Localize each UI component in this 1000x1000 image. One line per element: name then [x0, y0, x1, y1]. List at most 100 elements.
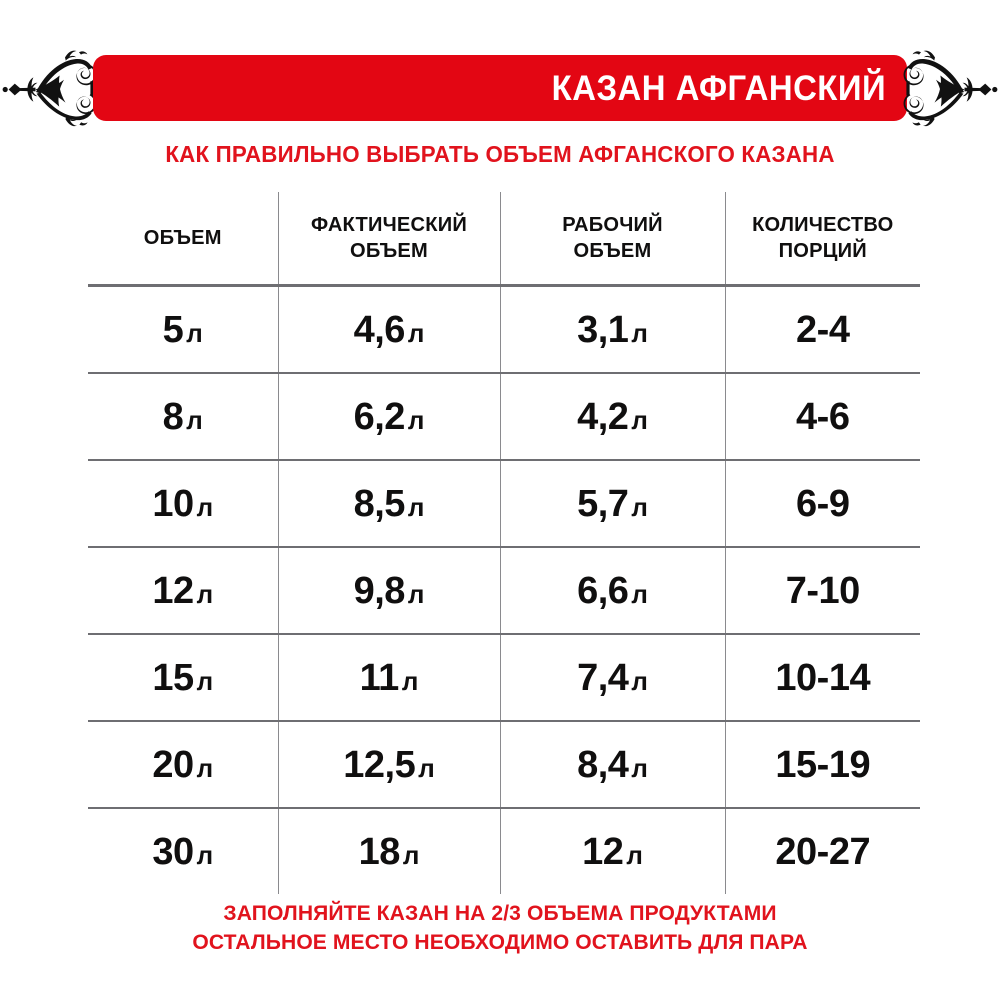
cell-actual: 8,5 л	[278, 460, 501, 548]
cell-working: 6,6 л	[500, 547, 726, 635]
cell-actual-value: 11	[359, 656, 400, 699]
table-header-row: ОБЪЕМ ФАКТИЧЕСКИЙ ОБЪЕМ РАБОЧИЙ ОБЪЕМ КО…	[88, 192, 920, 287]
column-header-line1: КОЛИЧЕСТВО	[752, 213, 894, 237]
cell-actual: 11 л	[278, 634, 501, 722]
cell-working-value-wrap: 12 л	[582, 833, 643, 871]
subtitle: КАК ПРАВИЛЬНО ВЫБРАТЬ ОБЪЕМ АФГАНСКОГО К…	[165, 141, 835, 167]
table-row: 5 л 4,6 л 3,1 л 2-4	[88, 285, 920, 374]
cell-portions: 7-10	[725, 547, 920, 635]
footer-line-2: ОСТАЛЬНОЕ МЕСТО НЕОБХОДИМО ОСТАВИТЬ ДЛЯ …	[192, 930, 808, 955]
unit-label: л	[196, 578, 214, 609]
cell-actual-value-wrap: 4,6 л	[354, 311, 425, 349]
cell-volume-value-wrap: 12 л	[152, 572, 213, 610]
unit-label: л	[407, 491, 425, 522]
cell-working-value: 6,6	[577, 569, 629, 612]
cell-working-value: 5,7	[577, 482, 629, 525]
cell-working: 8,4 л	[500, 721, 726, 809]
cell-working-value-wrap: 5,7 л	[577, 485, 648, 523]
unit-label: л	[631, 404, 648, 435]
cell-volume-value-wrap: 30 л	[152, 833, 213, 871]
cell-portions-value: 7-10	[785, 569, 861, 612]
cell-portions-value: 4-6	[796, 395, 850, 438]
column-header-line2: ОБЪЕМ	[350, 239, 428, 262]
table-row: 15 л 11 л 7,4 л 10-14	[88, 634, 920, 722]
cell-volume-value: 8	[162, 395, 184, 438]
footer-note: ЗАПОЛНЯЙТЕ КАЗАН НА 2/3 ОБЪЕМА ПРОДУКТАМ…	[10, 899, 990, 958]
unit-label: л	[196, 839, 214, 870]
cell-portions-value-wrap: 7-10	[785, 569, 861, 612]
cell-volume-value: 30	[152, 830, 194, 873]
unit-label: л	[418, 752, 435, 783]
cell-actual-value: 9,8	[353, 569, 406, 612]
unit-label: л	[196, 752, 214, 783]
banner-bar: КАЗАН АФГАНСКИЙ	[93, 55, 907, 121]
cell-working-value-wrap: 6,6 л	[577, 572, 648, 610]
unit-label: л	[631, 491, 648, 522]
cell-actual-value-wrap: 6,2 л	[354, 398, 425, 436]
footer-line-1: ЗАПОЛНЯЙТЕ КАЗАН НА 2/3 ОБЪЕМА ПРОДУКТАМ…	[223, 901, 777, 925]
cell-volume: 20 л	[88, 721, 279, 809]
table-row: 30 л 18 л 12 л 20-27	[88, 808, 920, 894]
cell-portions-value-wrap: 20-27	[775, 833, 870, 871]
cell-portions-value: 2-4	[796, 308, 850, 351]
cell-actual-value: 4,6	[353, 308, 406, 351]
unit-label: л	[407, 578, 425, 609]
cell-working-value: 4,2	[577, 395, 629, 438]
column-header-line1: ФАКТИЧЕСКИЙ	[311, 213, 467, 237]
cell-working-value-wrap: 7,4 л	[577, 659, 648, 697]
unit-label: л	[631, 665, 648, 696]
cell-working: 12 л	[500, 808, 726, 894]
cell-volume: 12 л	[88, 547, 279, 635]
column-header-working-volume: РАБОЧИЙ ОБЪЕМ	[502, 192, 724, 287]
cell-actual-value: 8,5	[353, 482, 406, 525]
volume-table: ОБЪЕМ ФАКТИЧЕСКИЙ ОБЪЕМ РАБОЧИЙ ОБЪЕМ КО…	[88, 192, 920, 894]
page-title: КАЗАН АФГАНСКИЙ	[551, 68, 887, 108]
cell-portions-value: 10-14	[775, 656, 871, 699]
unit-label: л	[401, 665, 419, 696]
unit-label: л	[631, 752, 648, 783]
cell-portions-value: 6-9	[796, 482, 850, 525]
cell-actual-value-wrap: 11 л	[360, 659, 419, 697]
cell-actual-value-wrap: 18 л	[359, 833, 420, 871]
cell-actual-value-wrap: 9,8 л	[354, 572, 425, 610]
cell-volume-value-wrap: 10 л	[152, 485, 213, 523]
cell-portions-value-wrap: 4-6	[796, 395, 850, 438]
cell-actual: 4,6 л	[278, 285, 501, 374]
cell-actual-value-wrap: 8,5 л	[354, 485, 425, 523]
unit-label: л	[631, 578, 648, 609]
cell-portions: 2-4	[725, 285, 920, 374]
cell-portions: 10-14	[725, 634, 920, 722]
header-banner: КАЗАН АФГАНСКИЙ	[0, 48, 1000, 130]
cell-actual-value-wrap: 12,5 л	[343, 746, 435, 784]
cell-actual-value: 6,2	[353, 395, 406, 438]
cell-volume-value-wrap: 20 л	[152, 746, 213, 784]
cell-actual: 12,5 л	[278, 721, 501, 809]
cell-portions: 15-19	[725, 721, 920, 809]
cell-volume-value: 10	[152, 482, 194, 525]
cell-portions: 4-6	[725, 373, 920, 461]
cell-volume: 10 л	[88, 460, 279, 548]
table-header: ОБЪЕМ ФАКТИЧЕСКИЙ ОБЪЕМ РАБОЧИЙ ОБЪЕМ КО…	[88, 192, 920, 287]
cell-working-value: 7,4	[577, 656, 629, 699]
unit-label: л	[626, 839, 643, 870]
cell-working-value-wrap: 3,1 л	[577, 311, 648, 349]
cell-actual: 18 л	[278, 808, 501, 894]
cell-volume-value-wrap: 15 л	[152, 659, 213, 697]
column-header-line2: ПОРЦИЙ	[778, 239, 867, 262]
unit-label: л	[196, 491, 214, 522]
table-row: 20 л 12,5 л 8,4 л 15-19	[88, 721, 920, 809]
unit-label: л	[196, 665, 214, 696]
cell-working-value: 3,1	[577, 308, 629, 351]
unit-label: л	[407, 404, 425, 435]
cell-actual-value: 12,5	[343, 743, 416, 786]
unit-label: л	[407, 317, 425, 348]
cell-portions-value-wrap: 2-4	[796, 308, 850, 351]
cell-portions-value: 15-19	[775, 743, 871, 786]
unit-label: л	[186, 317, 203, 348]
cell-working: 4,2 л	[500, 373, 726, 461]
table-row: 8 л 6,2 л 4,2 л 4-6	[88, 373, 920, 461]
cell-volume-value: 12	[152, 569, 194, 612]
